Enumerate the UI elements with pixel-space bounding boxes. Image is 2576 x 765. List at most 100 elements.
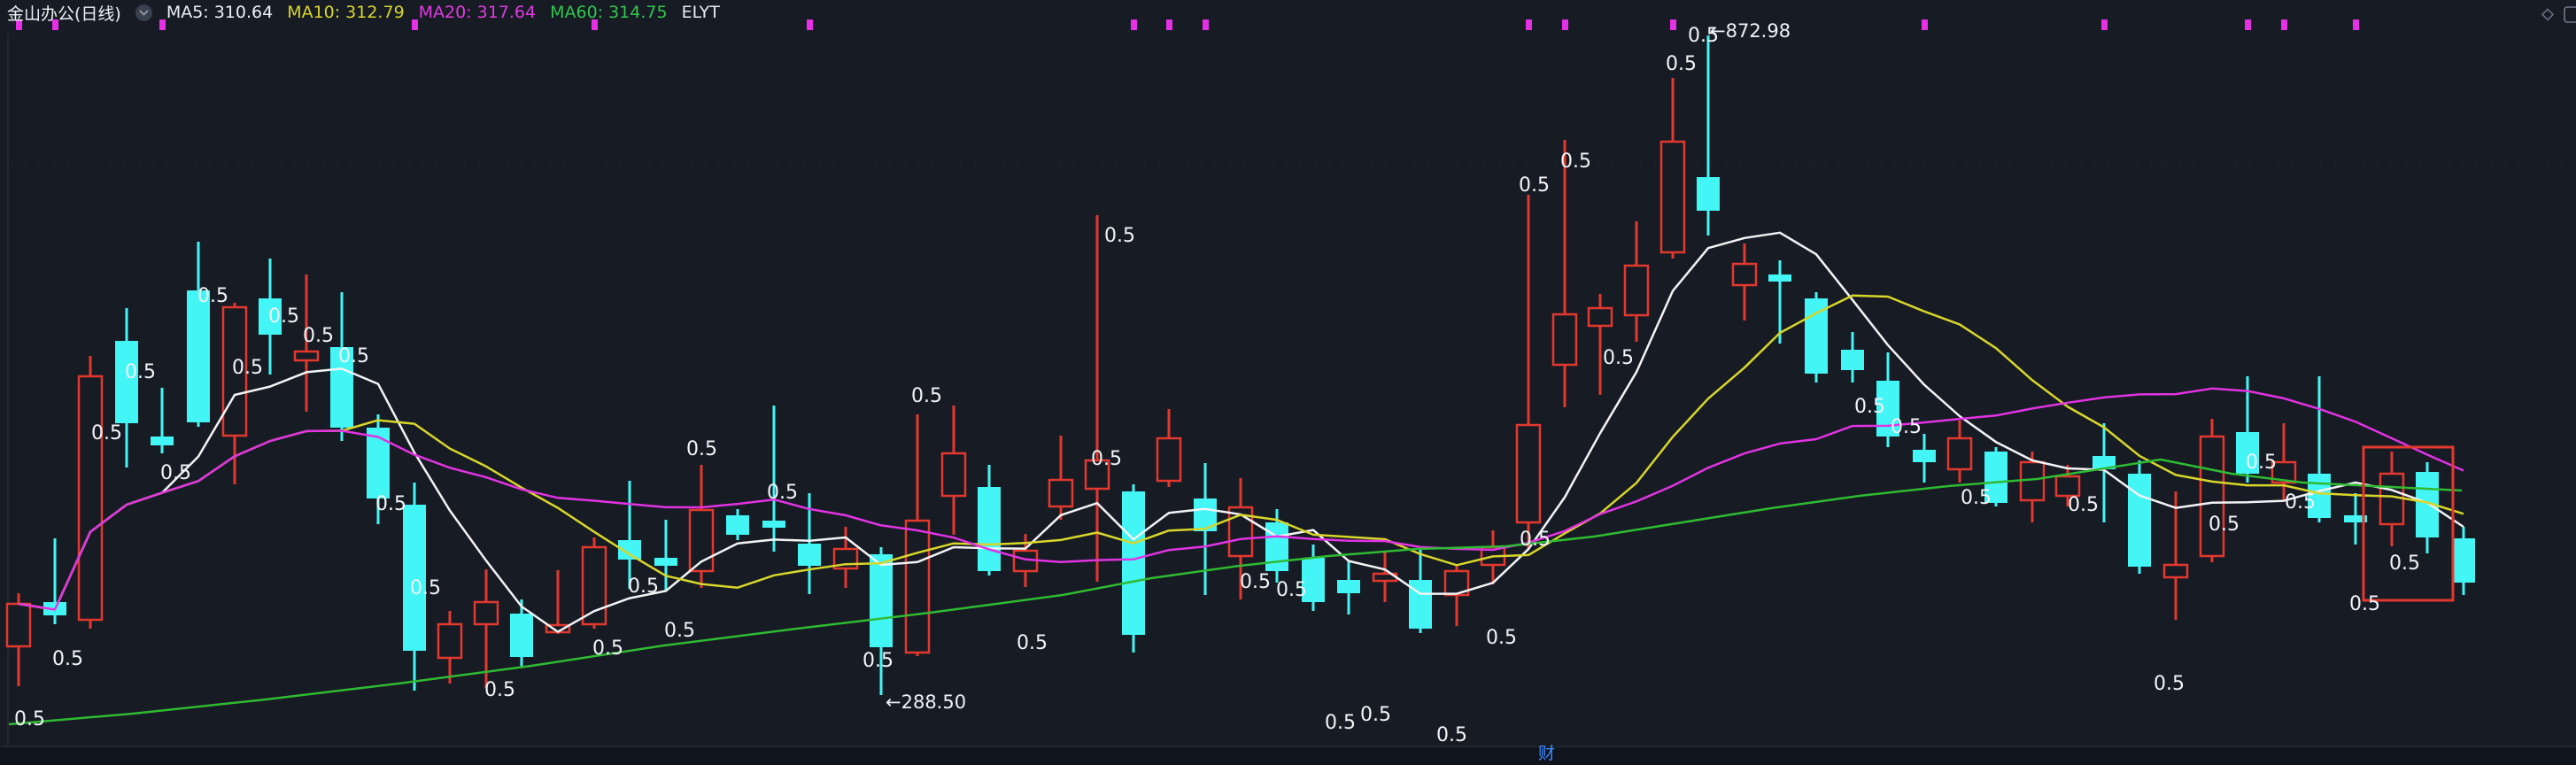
- event-label: 0.5: [484, 679, 515, 701]
- signal-dot: [1131, 19, 1137, 30]
- event-label: 0.5: [232, 357, 263, 379]
- candle-body-up[interactable]: [221, 305, 248, 437]
- candle-body-up[interactable]: [437, 622, 463, 660]
- candle-body-down[interactable]: [1913, 450, 1936, 462]
- event-label: 0.5: [628, 576, 659, 598]
- event-label: 0.5: [410, 577, 441, 599]
- candle-body-down[interactable]: [2308, 474, 2331, 518]
- event-label: 0.5: [338, 345, 369, 367]
- candle-body-down[interactable]: [2093, 456, 2116, 469]
- candle-body-down[interactable]: [2128, 474, 2151, 567]
- candle-body-down[interactable]: [1697, 177, 1720, 211]
- signal-dot: [159, 19, 166, 30]
- candle-body-down[interactable]: [762, 521, 785, 528]
- candle-body-down[interactable]: [618, 540, 641, 560]
- candle-body-down[interactable]: [1302, 558, 1325, 602]
- candle-body-up[interactable]: [2379, 472, 2405, 526]
- ma10-indicator: MA10: 312.79: [287, 3, 404, 22]
- candle-body-down[interactable]: [1876, 381, 1899, 437]
- candle-body-down[interactable]: [151, 437, 174, 445]
- candle-body-up[interactable]: [2019, 460, 2046, 502]
- candle-body-up[interactable]: [5, 602, 32, 648]
- diamond-icon[interactable]: [2540, 6, 2556, 22]
- candle-body-down[interactable]: [1841, 350, 1864, 370]
- chart-header: 金山办公(日线) MA5: 310.64 MA10: 312.79 MA20: …: [7, 2, 720, 24]
- candle-body-down[interactable]: [1984, 452, 2007, 503]
- signal-dot: [807, 19, 813, 30]
- candle-body-down[interactable]: [978, 487, 1001, 571]
- candle-body-down[interactable]: [1337, 580, 1360, 593]
- candle-body-up[interactable]: [1551, 313, 1578, 367]
- ma60-line: [8, 458, 2463, 726]
- event-label: 0.5: [911, 385, 942, 407]
- candle-body-down[interactable]: [510, 614, 533, 657]
- signal-dot: [52, 19, 58, 30]
- candle-body-down[interactable]: [259, 298, 282, 335]
- candle-body-down[interactable]: [1265, 522, 1288, 571]
- candle-body-down[interactable]: [1805, 298, 1828, 374]
- event-label: 0.5: [268, 305, 299, 328]
- candle-body-down[interactable]: [187, 290, 210, 422]
- symbol-title[interactable]: 金山办公(日线): [7, 4, 121, 24]
- event-label: 0.5: [1519, 174, 1550, 197]
- signal-dot: [1670, 19, 1676, 30]
- event-label: 0.5: [1854, 396, 1885, 418]
- event-label: 0.5: [14, 708, 45, 730]
- candle-body-up[interactable]: [904, 519, 931, 654]
- candle-body-down[interactable]: [726, 515, 749, 535]
- candle-body-down[interactable]: [2344, 515, 2367, 522]
- price-extreme-label: ←872.98: [1710, 20, 1791, 42]
- signal-dot: [2281, 19, 2287, 30]
- candle-body-up[interactable]: [2270, 460, 2297, 484]
- candle-body-up[interactable]: [1659, 140, 1686, 254]
- candle-body-up[interactable]: [1623, 264, 1650, 317]
- panel-icon[interactable]: [2564, 6, 2576, 24]
- candle-body-up[interactable]: [1946, 437, 1973, 471]
- candle-body-down[interactable]: [367, 428, 390, 498]
- candle-body-down[interactable]: [798, 544, 821, 566]
- signal-dot: [2245, 19, 2251, 30]
- candle-body-down[interactable]: [1122, 491, 1145, 635]
- candle-body-down[interactable]: [2452, 538, 2475, 583]
- candle-body-down[interactable]: [330, 347, 353, 428]
- event-label: 0.5: [2349, 593, 2380, 615]
- candle-body-up[interactable]: [940, 452, 967, 498]
- candle-body-up[interactable]: [1084, 459, 1110, 491]
- ma5-label: MA5:: [166, 3, 209, 22]
- candle-body-up[interactable]: [473, 600, 499, 626]
- candle-body-up[interactable]: [1731, 262, 1758, 287]
- ma60-indicator: MA60: 314.75: [550, 3, 667, 22]
- candle-body-up[interactable]: [1048, 478, 1074, 508]
- event-label: 0.5: [1486, 627, 1517, 649]
- candle-body-down[interactable]: [403, 505, 426, 651]
- candle-body-up[interactable]: [77, 375, 104, 622]
- event-label: 0.5: [2246, 452, 2277, 474]
- candle-body-up[interactable]: [2054, 475, 2081, 498]
- chevron-down-icon[interactable]: [135, 4, 152, 21]
- candle-body-down[interactable]: [115, 341, 138, 423]
- event-label: 0.5: [1891, 416, 1922, 438]
- candle-body-down[interactable]: [654, 558, 677, 566]
- candle-body-up[interactable]: [581, 545, 607, 626]
- signal-dot: [1526, 19, 1532, 30]
- candle-body-up[interactable]: [2162, 563, 2189, 579]
- event-label: 0.5: [1104, 225, 1135, 247]
- candle-body-down[interactable]: [1768, 274, 1791, 282]
- event-label: 0.5: [1276, 579, 1307, 601]
- candle-body-up[interactable]: [293, 350, 320, 362]
- event-label: 0.5: [375, 493, 406, 515]
- ma10-label: MA10:: [287, 3, 341, 22]
- candle-body-up[interactable]: [1587, 306, 1613, 328]
- candle-body-up[interactable]: [1156, 437, 1182, 483]
- event-label: 0.5: [303, 325, 334, 347]
- event-label: 0.5: [1436, 724, 1467, 746]
- footer-watermark: 财: [1538, 744, 1556, 763]
- candle-body-down[interactable]: [2236, 432, 2259, 474]
- ma5-value: 310.64: [213, 3, 274, 22]
- ma60-label: MA60:: [550, 3, 604, 22]
- candle-body-up[interactable]: [2199, 435, 2225, 558]
- candle-body-down[interactable]: [870, 554, 893, 647]
- candle-body-up[interactable]: [1515, 423, 1542, 524]
